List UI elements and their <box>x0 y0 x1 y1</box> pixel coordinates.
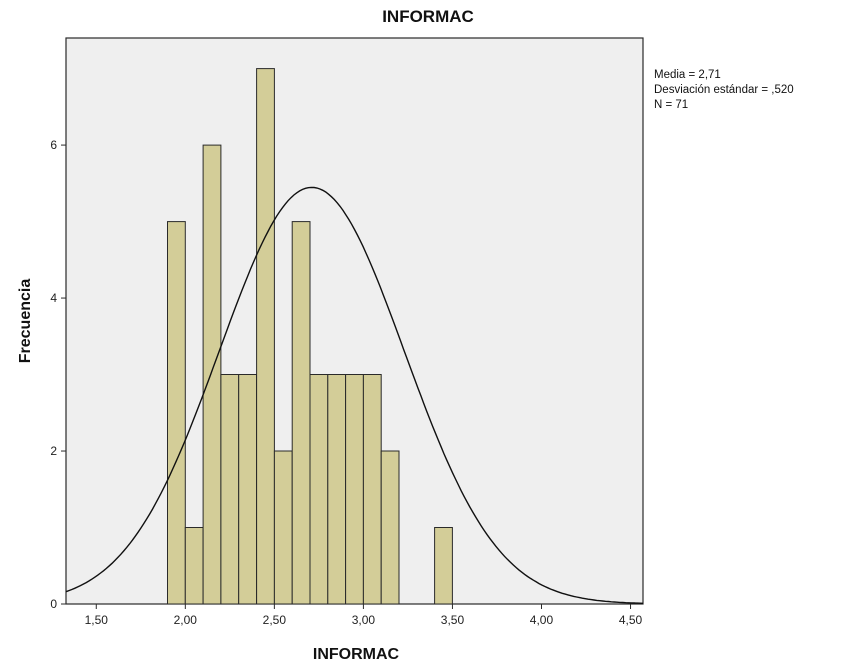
x-tick-label: 3,00 <box>352 613 376 627</box>
stats-n: N = 71 <box>654 99 688 111</box>
x-tick-label: 2,50 <box>263 613 287 627</box>
histogram-bar <box>291 221 311 605</box>
y-tick-label: 6 <box>50 138 57 152</box>
histogram-bar <box>238 374 257 605</box>
y-tick-label: 2 <box>50 444 57 458</box>
x-tick-label: 3,50 <box>441 613 465 627</box>
stats-sd: Desviación estándar = ,520 <box>654 84 794 96</box>
x-tick-label: 2,00 <box>174 613 198 627</box>
histogram-bar <box>362 374 382 605</box>
x-tick-label: 4,00 <box>530 613 554 627</box>
histogram-bar <box>256 68 275 605</box>
histogram-bar <box>434 527 453 605</box>
y-tick-label: 0 <box>50 597 57 611</box>
normal-curve <box>65 186 644 604</box>
histogram-bar <box>273 450 293 605</box>
x-axis-title: INFORMAC <box>313 646 400 663</box>
histogram-bar <box>327 374 347 605</box>
histogram-bar <box>202 144 222 605</box>
y-tick-label: 4 <box>50 291 57 305</box>
histogram-bar <box>167 221 186 605</box>
histogram-bars <box>167 68 453 605</box>
stats-mean: Media = 2,71 <box>654 69 721 81</box>
y-axis-ticks: 0 2 4 6 <box>50 138 66 611</box>
y-axis-title: Frecuencia <box>17 279 34 364</box>
chart-title: INFORMAC <box>382 7 474 26</box>
histogram-bar <box>220 374 240 605</box>
histogram-bar <box>184 527 204 605</box>
histogram-bar <box>380 450 400 605</box>
x-tick-label: 1,50 <box>85 613 109 627</box>
histogram-bar <box>309 374 329 605</box>
histogram-bar <box>345 374 364 605</box>
x-tick-label: 4,50 <box>619 613 643 627</box>
stats-legend: Media = 2,71 Desviación estándar = ,520 … <box>654 69 794 111</box>
x-axis-ticks: 1,50 2,00 2,50 3,00 3,50 4,00 4,50 <box>85 604 643 627</box>
